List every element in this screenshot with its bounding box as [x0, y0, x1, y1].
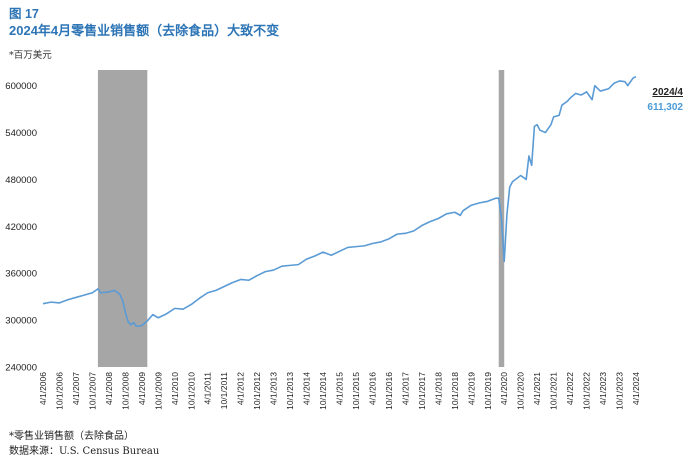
x-tick-label: 4/1/2010	[170, 372, 180, 405]
y-tick-label: 360000	[5, 269, 37, 280]
x-tick-label: 10/1/2019	[483, 372, 493, 410]
x-tick-label: 10/1/2006	[54, 372, 64, 410]
x-tick-label: 4/1/2022	[565, 372, 575, 405]
figure-number: 图 17	[9, 7, 39, 21]
x-tick-label: 4/1/2018	[433, 372, 443, 405]
x-tick-label: 4/1/2011	[203, 372, 213, 405]
x-tick-label: 4/1/2013	[269, 372, 279, 405]
x-tick-label: 10/1/2009	[153, 372, 163, 410]
x-tick-label: 10/1/2014	[318, 372, 328, 410]
retail-sales-chart: 240000 300000 360000 420000 480000 540000 6000…	[5, 70, 683, 410]
x-tick-label: 4/1/2012	[236, 372, 246, 405]
x-tick-label: 10/1/2010	[186, 372, 196, 410]
x-tick-label: 10/1/2018	[450, 372, 460, 410]
y-tick-label: 300000	[5, 316, 37, 327]
unit-label: *百万美元	[9, 50, 52, 61]
x-tick-label: 10/1/2016	[384, 372, 394, 410]
x-tick-label: 10/1/2013	[285, 372, 295, 410]
x-tick-label: 4/1/2006	[38, 372, 48, 405]
x-tick-label: 4/1/2021	[532, 372, 542, 405]
x-tick-label: 10/1/2011	[219, 372, 229, 409]
x-tick-label: 4/1/2019	[466, 372, 476, 405]
x-tick-label: 4/1/2008	[104, 372, 114, 405]
y-tick-label: 540000	[5, 128, 37, 139]
x-tick-label: 10/1/2022	[582, 372, 592, 410]
recession-shading-1	[97, 70, 148, 367]
x-tick-label: 10/1/2017	[417, 372, 427, 410]
x-tick-label: 4/1/2017	[400, 372, 410, 405]
y-tick-label: 240000	[5, 363, 37, 374]
x-tick-label: 10/1/2020	[516, 372, 526, 410]
chart-title: 2024年4月零售业销售额（去除食品）大致不变	[9, 23, 280, 38]
source-note: 数据来源：U.S. Census Bureau	[9, 446, 160, 457]
x-tick-label: 4/1/2014	[302, 372, 312, 405]
y-tick-label: 600000	[5, 81, 37, 92]
x-tick-label: 4/1/2007	[71, 372, 81, 405]
x-tick-label: 10/1/2007	[87, 372, 97, 410]
series-line-1	[42, 76, 637, 328]
x-tick-label: 4/1/2020	[499, 372, 509, 405]
callout-value: 611,302	[647, 102, 683, 113]
callout-date: 2024/4	[652, 87, 683, 98]
x-tick-label: 10/1/2021	[549, 372, 559, 410]
x-tick-label: 10/1/2012	[252, 372, 262, 410]
x-tick-label: 4/1/2009	[137, 372, 147, 405]
x-tick-label: 10/1/2008	[120, 372, 130, 410]
footnote: *零售业销售额（去除食品）	[9, 431, 134, 442]
x-tick-label: 4/1/2024	[631, 372, 641, 405]
y-tick-label: 480000	[5, 175, 37, 186]
x-tick-label: 4/1/2016	[367, 372, 377, 405]
y-tick-label: 420000	[5, 222, 37, 233]
x-tick-label: 10/1/2023	[615, 372, 625, 410]
x-tick-label: 4/1/2015	[335, 372, 345, 405]
x-tick-label: 4/1/2023	[598, 372, 608, 405]
x-tick-label: 10/1/2015	[351, 372, 361, 410]
